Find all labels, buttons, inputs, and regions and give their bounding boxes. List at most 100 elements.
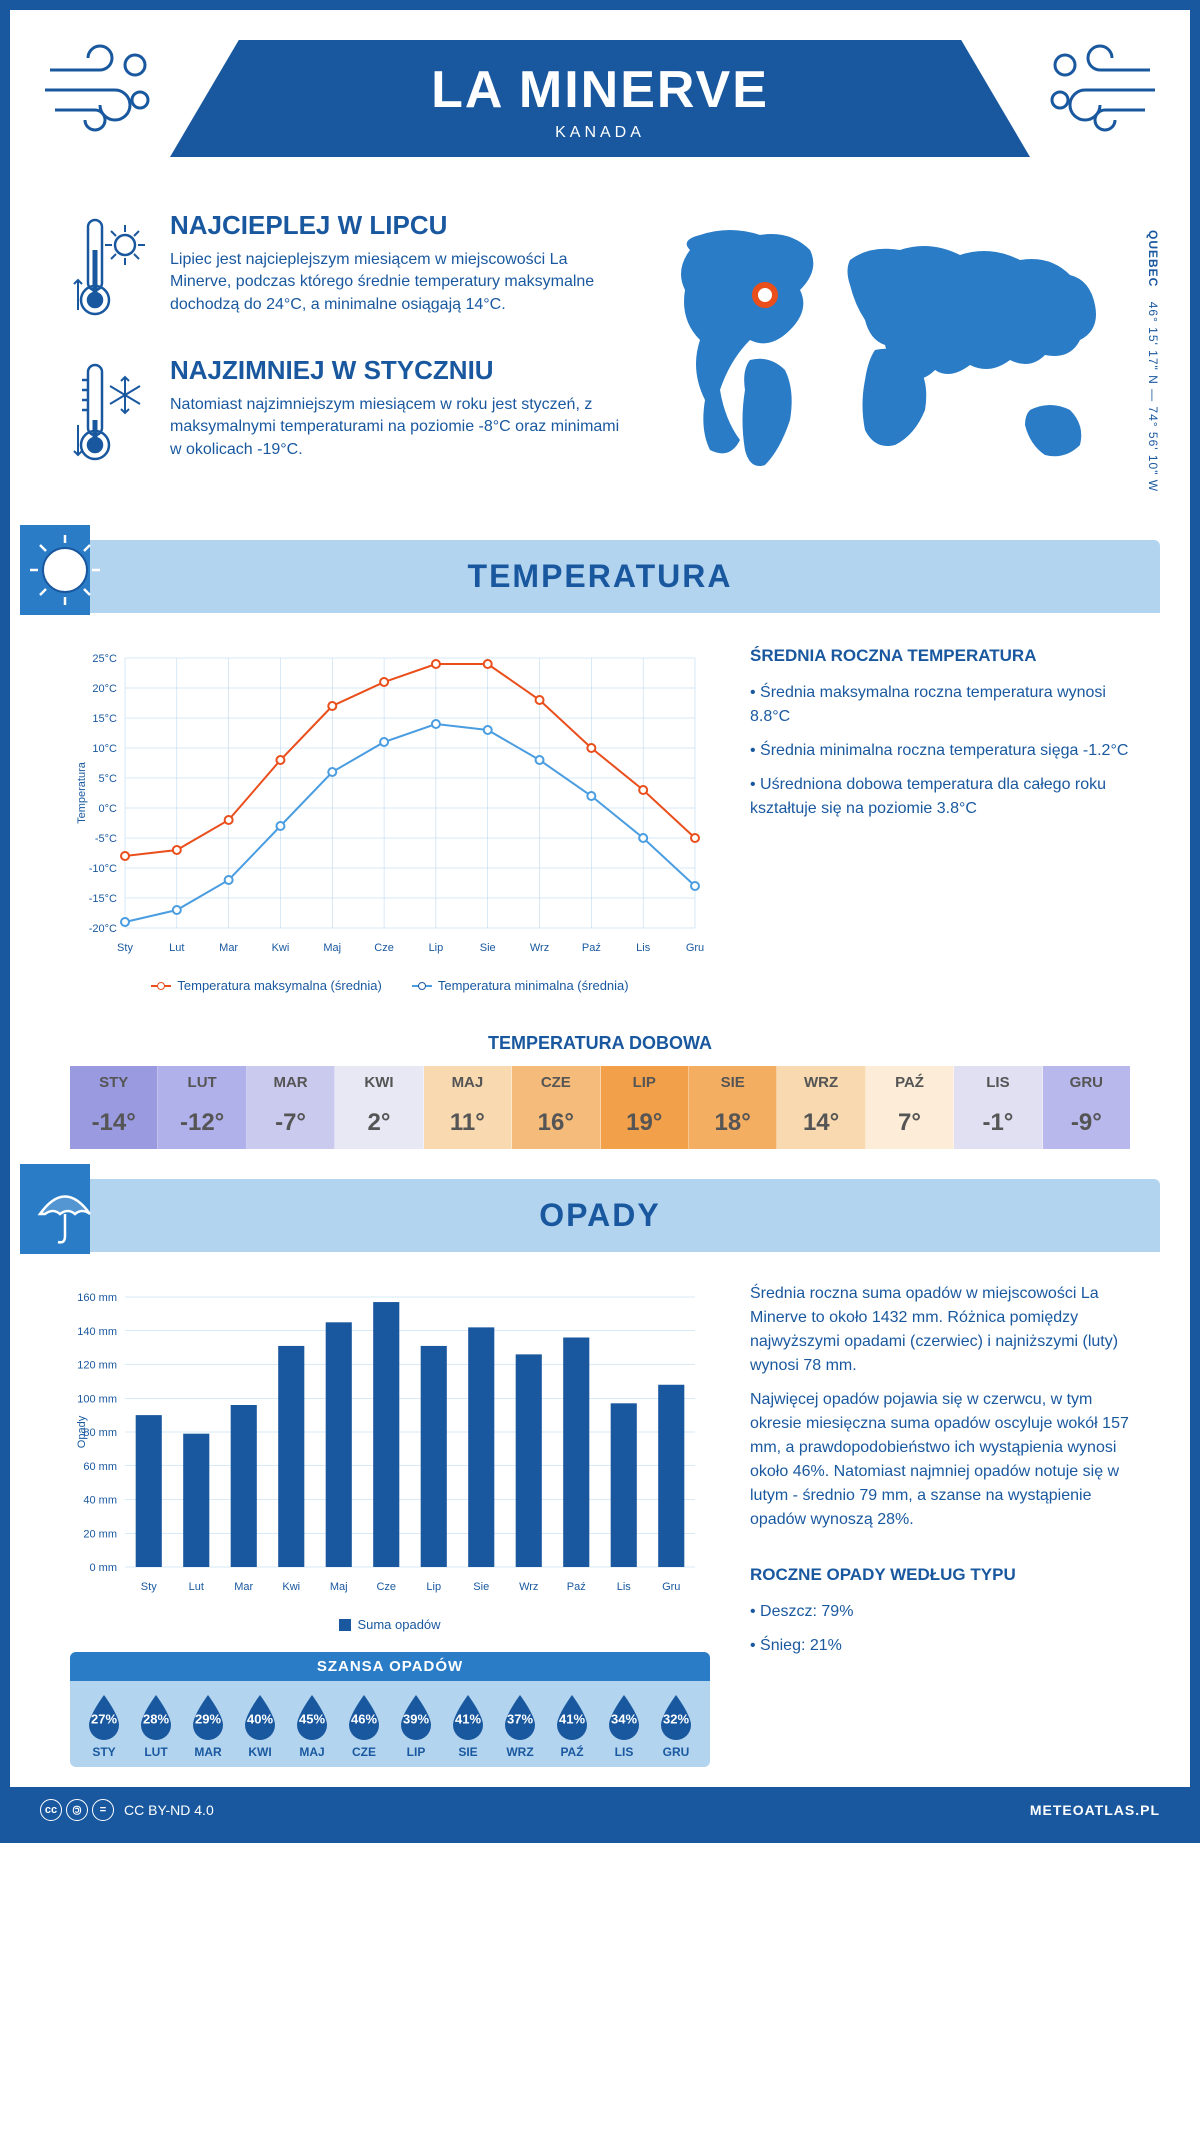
svg-text:Lis: Lis: [617, 1581, 632, 1593]
svg-text:120 mm: 120 mm: [77, 1360, 117, 1372]
world-map: QUEBEC 46° 15' 17" N — 74° 56' 10" W: [650, 210, 1130, 500]
coordinates: QUEBEC 46° 15' 17" N — 74° 56' 10" W: [1146, 230, 1160, 492]
intro-section: NAJCIEPLEJ W LIPCU Lipiec jest najcieple…: [10, 190, 1190, 530]
daily-temp-cell: MAJ11°: [424, 1066, 512, 1149]
chance-cell: 40%KWI: [234, 1693, 286, 1759]
svg-text:Wrz: Wrz: [519, 1581, 538, 1593]
svg-text:Sie: Sie: [473, 1581, 489, 1593]
cc-icon: cc: [40, 1799, 62, 1821]
license-text: CC BY-ND 4.0: [124, 1802, 214, 1818]
chance-cell: 41%SIE: [442, 1693, 494, 1759]
daily-temp-cell: PAŹ7°: [866, 1066, 954, 1149]
precip-chance-box: SZANSA OPADÓW 27%STY28%LUT29%MAR40%KWI45…: [70, 1652, 710, 1767]
svg-text:-20°C: -20°C: [89, 923, 117, 935]
wind-icon-right: [1040, 40, 1160, 140]
svg-text:Kwi: Kwi: [272, 942, 290, 954]
svg-text:60 mm: 60 mm: [83, 1461, 117, 1473]
svg-text:Lip: Lip: [429, 942, 444, 954]
daily-temp-cell: CZE16°: [512, 1066, 600, 1149]
daily-temp-cell: WRZ14°: [777, 1066, 865, 1149]
thermometer-hot-icon: [70, 210, 150, 330]
svg-text:-15°C: -15°C: [89, 893, 117, 905]
svg-text:Wrz: Wrz: [530, 942, 549, 954]
daily-temp-cell: LIP19°: [601, 1066, 689, 1149]
coldest-block: NAJZIMNIEJ W STYCZNIU Natomiast najzimni…: [70, 355, 620, 475]
svg-text:40 mm: 40 mm: [83, 1495, 117, 1507]
chance-cell: 27%STY: [78, 1693, 130, 1759]
svg-text:140 mm: 140 mm: [77, 1326, 117, 1338]
umbrella-icon: [20, 1164, 110, 1254]
svg-text:Mar: Mar: [219, 942, 238, 954]
svg-text:100 mm: 100 mm: [77, 1393, 117, 1405]
svg-text:Mar: Mar: [234, 1581, 253, 1593]
svg-text:Sty: Sty: [141, 1581, 157, 1593]
nd-icon: =: [92, 1799, 114, 1821]
svg-text:10°C: 10°C: [92, 743, 117, 755]
site-name: METEOATLAS.PL: [1030, 1802, 1160, 1818]
daily-temp-cell: SIE18°: [689, 1066, 777, 1149]
svg-text:20°C: 20°C: [92, 683, 117, 695]
chance-cell: 29%MAR: [182, 1693, 234, 1759]
daily-temp-cell: MAR-7°: [247, 1066, 335, 1149]
hottest-block: NAJCIEPLEJ W LIPCU Lipiec jest najcieple…: [70, 210, 620, 330]
annual-temperature-text: ŚREDNIA ROCZNA TEMPERATURA • Średnia mak…: [750, 643, 1130, 993]
footer: cc 🄯 = CC BY-ND 4.0 METEOATLAS.PL: [10, 1787, 1190, 1833]
svg-text:Lip: Lip: [426, 1581, 441, 1593]
svg-text:-5°C: -5°C: [95, 833, 117, 845]
by-icon: 🄯: [66, 1799, 88, 1821]
daily-temperature-table: STY-14°LUT-12°MAR-7°KWI2°MAJ11°CZE16°LIP…: [70, 1066, 1130, 1149]
svg-text:20 mm: 20 mm: [83, 1528, 117, 1540]
svg-text:160 mm: 160 mm: [77, 1292, 117, 1304]
daily-temp-cell: LIS-1°: [954, 1066, 1042, 1149]
svg-text:Sie: Sie: [480, 942, 496, 954]
svg-text:Maj: Maj: [323, 942, 341, 954]
hottest-title: NAJCIEPLEJ W LIPCU: [170, 210, 620, 241]
daily-temp-title: TEMPERATURA DOBOWA: [10, 1033, 1190, 1054]
svg-text:Lut: Lut: [169, 942, 184, 954]
chance-cell: 39%LIP: [390, 1693, 442, 1759]
chance-cell: 37%WRZ: [494, 1693, 546, 1759]
daily-temp-cell: LUT-12°: [158, 1066, 246, 1149]
wind-icon-left: [40, 40, 160, 140]
svg-text:Paź: Paź: [582, 942, 601, 954]
country-subtitle: KANADA: [170, 124, 1030, 142]
daily-temp-cell: KWI2°: [335, 1066, 423, 1149]
sun-icon: [20, 525, 110, 615]
location-title: LA MINERVE: [170, 60, 1030, 120]
precip-title: OPADY: [40, 1197, 1160, 1234]
daily-temp-cell: STY-14°: [70, 1066, 158, 1149]
temperature-section-header: TEMPERATURA: [40, 540, 1160, 613]
chance-cell: 32%GRU: [650, 1693, 702, 1759]
precip-section-header: OPADY: [40, 1179, 1160, 1252]
chance-cell: 28%LUT: [130, 1693, 182, 1759]
svg-text:25°C: 25°C: [92, 653, 117, 665]
temperature-legend: Temperatura maksymalna (średnia) Tempera…: [70, 978, 710, 993]
precip-text: Średnia roczna suma opadów w miejscowośc…: [750, 1282, 1130, 1767]
svg-text:Temperatura: Temperatura: [76, 761, 88, 824]
thermometer-cold-icon: [70, 355, 150, 475]
chance-cell: 34%LIS: [598, 1693, 650, 1759]
svg-text:Kwi: Kwi: [282, 1581, 300, 1593]
svg-text:0 mm: 0 mm: [90, 1562, 118, 1574]
precip-legend: Suma opadów: [70, 1617, 710, 1632]
chance-title: SZANSA OPADÓW: [70, 1652, 710, 1681]
temperature-line-chart: -20°C-15°C-10°C-5°C0°C5°C10°C15°C20°C25°…: [70, 643, 710, 963]
svg-text:-10°C: -10°C: [89, 863, 117, 875]
svg-text:Cze: Cze: [376, 1581, 396, 1593]
svg-text:0°C: 0°C: [99, 803, 118, 815]
title-banner: LA MINERVE KANADA: [170, 40, 1030, 157]
precipitation-bar-chart: 0 mm20 mm40 mm60 mm80 mm100 mm120 mm140 …: [70, 1282, 710, 1602]
svg-text:Gru: Gru: [686, 942, 704, 954]
svg-text:Maj: Maj: [330, 1581, 348, 1593]
chance-cell: 45%MAJ: [286, 1693, 338, 1759]
coldest-text: Natomiast najzimniejszym miesiącem w rok…: [170, 394, 620, 461]
hottest-text: Lipiec jest najcieplejszym miesiącem w m…: [170, 249, 620, 316]
svg-text:Gru: Gru: [662, 1581, 680, 1593]
cc-icons: cc 🄯 =: [40, 1799, 114, 1821]
svg-text:Opady: Opady: [76, 1415, 88, 1448]
svg-text:Paź: Paź: [567, 1581, 586, 1593]
temperature-title: TEMPERATURA: [40, 558, 1160, 595]
chance-cell: 46%CZE: [338, 1693, 390, 1759]
daily-temp-cell: GRU-9°: [1043, 1066, 1130, 1149]
header-banner: LA MINERVE KANADA: [10, 10, 1190, 190]
